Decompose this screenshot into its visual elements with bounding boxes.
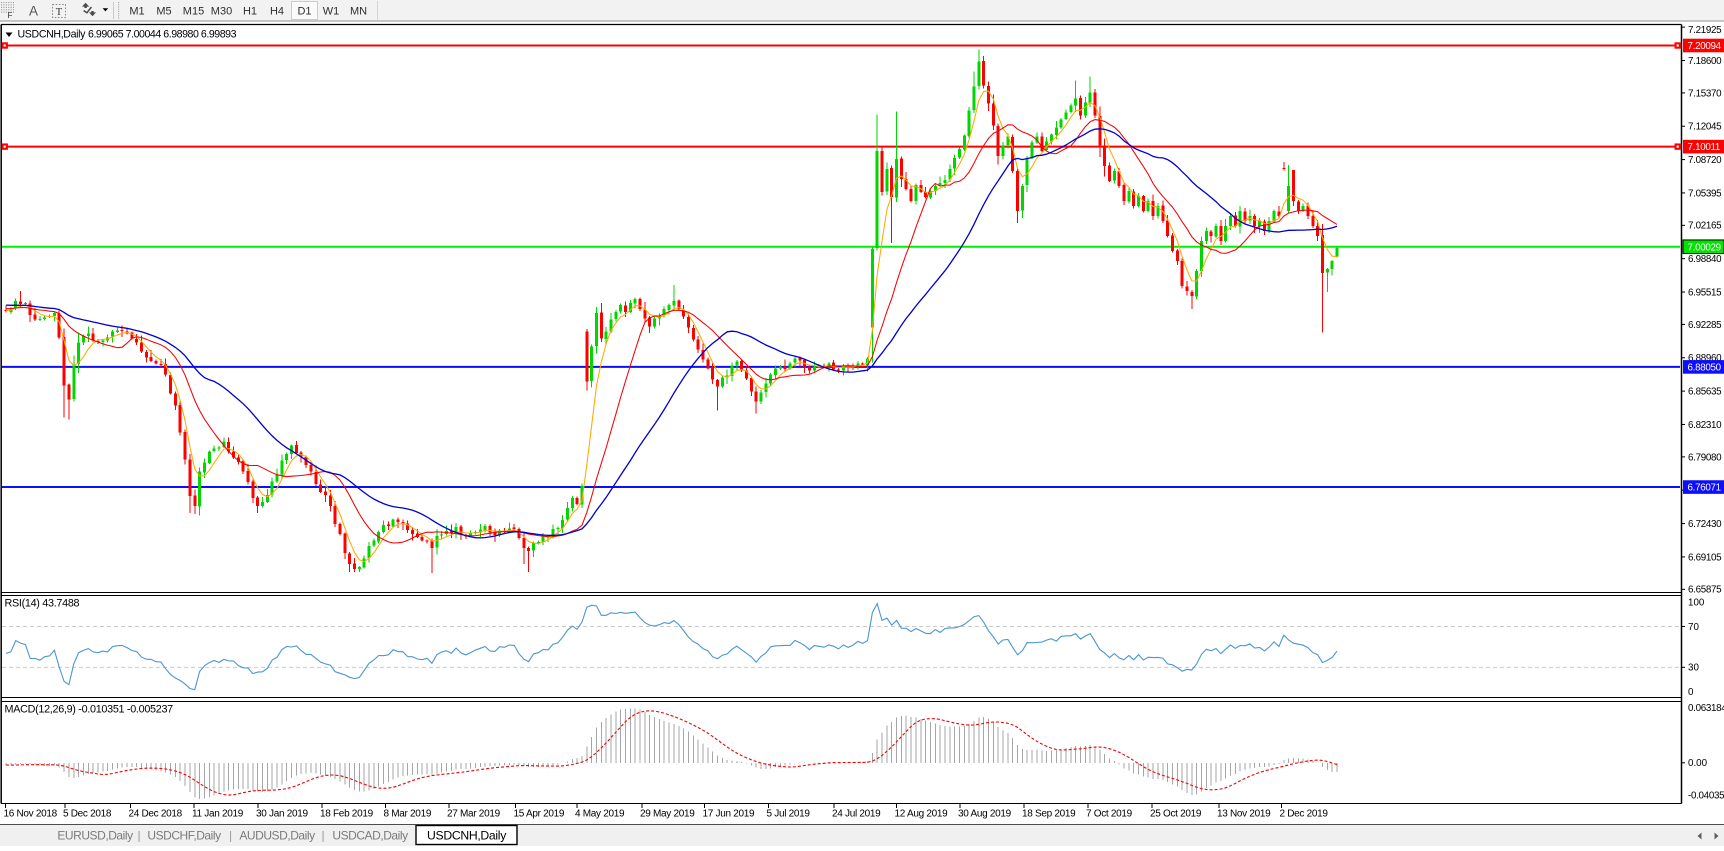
svg-text:18 Sep 2019: 18 Sep 2019 bbox=[1022, 809, 1076, 820]
svg-text:4 May 2019: 4 May 2019 bbox=[575, 809, 625, 820]
svg-text:6.92285: 6.92285 bbox=[1688, 320, 1722, 331]
svg-text:A: A bbox=[29, 4, 38, 19]
svg-text:100: 100 bbox=[1688, 597, 1705, 608]
svg-text:F: F bbox=[8, 11, 13, 20]
svg-text:USDCHF,Daily: USDCHF,Daily bbox=[147, 829, 221, 843]
svg-text:15 Apr 2019: 15 Apr 2019 bbox=[514, 809, 565, 820]
svg-text:7 Oct 2019: 7 Oct 2019 bbox=[1086, 809, 1133, 820]
svg-text:M30: M30 bbox=[211, 6, 232, 18]
svg-text:70: 70 bbox=[1688, 622, 1699, 633]
svg-text:6.95515: 6.95515 bbox=[1688, 287, 1722, 298]
svg-text:T: T bbox=[56, 7, 63, 18]
svg-text:30 Jan 2019: 30 Jan 2019 bbox=[256, 809, 308, 820]
svg-text:M5: M5 bbox=[156, 6, 171, 18]
svg-text:7.20094: 7.20094 bbox=[1688, 41, 1722, 52]
svg-text:W1: W1 bbox=[323, 6, 340, 18]
svg-text:EURUSD,Daily: EURUSD,Daily bbox=[57, 829, 133, 843]
svg-text:H4: H4 bbox=[270, 6, 284, 18]
svg-text:6.65875: 6.65875 bbox=[1688, 585, 1722, 596]
svg-text:7.05395: 7.05395 bbox=[1688, 188, 1722, 199]
svg-text:11 Jan 2019: 11 Jan 2019 bbox=[192, 809, 244, 820]
svg-text:7.00029: 7.00029 bbox=[1688, 242, 1721, 253]
svg-text:16 Nov 2018: 16 Nov 2018 bbox=[4, 809, 58, 820]
svg-text:7.08720: 7.08720 bbox=[1688, 155, 1722, 166]
svg-text:6.79080: 6.79080 bbox=[1688, 452, 1722, 463]
svg-text:6.98840: 6.98840 bbox=[1688, 254, 1722, 265]
svg-text:6.82310: 6.82310 bbox=[1688, 420, 1722, 431]
svg-text:MACD(12,26,9) -0.010351 -0.005: MACD(12,26,9) -0.010351 -0.005237 bbox=[5, 704, 174, 716]
svg-text:M15: M15 bbox=[183, 6, 204, 18]
svg-text:6.88050: 6.88050 bbox=[1688, 363, 1722, 374]
svg-text:USDCNH,Daily: USDCNH,Daily bbox=[427, 829, 507, 843]
svg-text:-0.040355: -0.040355 bbox=[1688, 791, 1724, 802]
svg-text:27 Mar 2019: 27 Mar 2019 bbox=[447, 809, 501, 820]
svg-text:24 Jul 2019: 24 Jul 2019 bbox=[832, 809, 881, 820]
svg-text:M1: M1 bbox=[129, 6, 144, 18]
svg-text:0.063184: 0.063184 bbox=[1688, 703, 1724, 714]
svg-text:0.00: 0.00 bbox=[1688, 758, 1708, 769]
svg-text:6.76071: 6.76071 bbox=[1688, 483, 1721, 494]
svg-text:MN: MN bbox=[350, 6, 367, 18]
svg-text:|: | bbox=[321, 829, 324, 843]
svg-text:17 Jun 2019: 17 Jun 2019 bbox=[703, 809, 755, 820]
svg-text:12 Aug 2019: 12 Aug 2019 bbox=[895, 809, 949, 820]
svg-text:7.10011: 7.10011 bbox=[1688, 142, 1721, 153]
svg-text:0: 0 bbox=[1688, 687, 1694, 698]
svg-text:13 Nov 2019: 13 Nov 2019 bbox=[1217, 809, 1271, 820]
svg-text:AUDUSD,Daily: AUDUSD,Daily bbox=[239, 829, 315, 843]
svg-text:5 Dec 2018: 5 Dec 2018 bbox=[63, 809, 112, 820]
svg-text:24 Dec 2018: 24 Dec 2018 bbox=[129, 809, 183, 820]
svg-text:|: | bbox=[229, 829, 232, 843]
svg-text:USDCNH,Daily: USDCNH,Daily bbox=[18, 28, 87, 40]
svg-text:6.72430: 6.72430 bbox=[1688, 519, 1722, 530]
svg-text:7.18600: 7.18600 bbox=[1688, 56, 1722, 67]
svg-text:7.12045: 7.12045 bbox=[1688, 122, 1722, 133]
svg-text:25 Oct 2019: 25 Oct 2019 bbox=[1150, 809, 1202, 820]
svg-text:H1: H1 bbox=[243, 6, 257, 18]
svg-text:7.21925: 7.21925 bbox=[1688, 25, 1722, 36]
svg-text:6.69105: 6.69105 bbox=[1688, 552, 1722, 563]
svg-text:6.99065 7.00044 6.98980 6.9989: 6.99065 7.00044 6.98980 6.99893 bbox=[88, 28, 237, 40]
svg-text:30 Aug 2019: 30 Aug 2019 bbox=[958, 809, 1012, 820]
svg-text:2 Dec 2019: 2 Dec 2019 bbox=[1280, 809, 1329, 820]
svg-text:7.15370: 7.15370 bbox=[1688, 88, 1722, 99]
svg-text:29 May 2019: 29 May 2019 bbox=[640, 809, 695, 820]
svg-text:18 Feb 2019: 18 Feb 2019 bbox=[320, 809, 374, 820]
svg-text:7.02165: 7.02165 bbox=[1688, 221, 1722, 232]
svg-text:5 Jul 2019: 5 Jul 2019 bbox=[767, 809, 811, 820]
svg-text:D1: D1 bbox=[297, 6, 311, 18]
svg-text:USDCAD,Daily: USDCAD,Daily bbox=[332, 829, 408, 843]
svg-text:|: | bbox=[137, 829, 140, 843]
svg-text:6.85635: 6.85635 bbox=[1688, 387, 1722, 398]
svg-text:8 Mar 2019: 8 Mar 2019 bbox=[384, 809, 432, 820]
svg-text:30: 30 bbox=[1688, 663, 1699, 674]
svg-text:RSI(14) 43.7488: RSI(14) 43.7488 bbox=[5, 598, 80, 610]
